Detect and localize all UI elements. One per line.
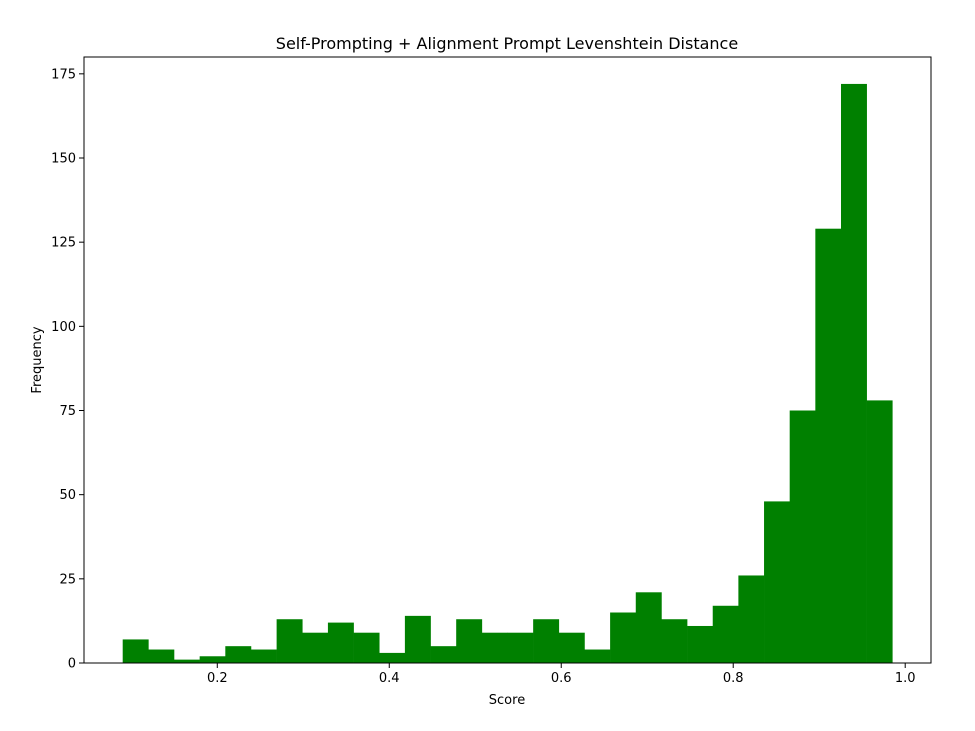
x-tick-label: 0.2 [207,671,228,686]
histogram-bar [225,646,252,663]
histogram-bar [481,632,508,663]
histogram-bar [456,619,483,663]
histogram-bar [430,646,457,663]
histogram-bar [250,649,277,663]
histogram-bar [815,228,842,663]
histogram-bar [533,619,560,663]
histogram-bar [379,652,406,663]
histogram-bar [661,619,688,663]
histogram-bar [687,625,714,663]
histogram-bar [302,632,329,663]
y-tick-label: 50 [59,488,76,503]
histogram-bar [276,619,303,663]
chart-title: Self-Prompting + Alignment Prompt Levens… [276,34,738,53]
y-tick-label: 125 [51,236,76,251]
y-tick-label: 175 [51,67,76,82]
y-axis-label: Frequency [30,326,45,393]
histogram-bar [866,400,893,663]
bars-group [122,83,893,664]
x-tick-label: 1.0 [895,671,916,686]
x-axis-label: Score [489,693,525,708]
y-tick-label: 75 [59,404,76,419]
x-tick-label: 0.8 [723,671,744,686]
histogram-bar [738,575,765,663]
histogram-bar [174,659,200,663]
x-tick-label: 0.6 [551,671,572,686]
histogram-bar [122,639,149,663]
histogram-bar [610,612,637,663]
histogram-bar [584,649,611,663]
histogram-bar [789,410,816,663]
histogram-bar [404,615,431,663]
histogram-bar [507,632,534,663]
x-tick-label: 0.4 [379,671,400,686]
histogram-bar [841,83,867,664]
histogram-bar [353,632,380,663]
y-tick-label: 100 [51,320,76,335]
histogram-bar [764,501,790,663]
histogram-bar [558,632,585,663]
x-axis: 0.2 0.4 0.6 0.8 1.0 [207,663,916,686]
y-tick-label: 25 [59,572,76,587]
histogram-bar [327,622,354,663]
histogram-bar [712,605,739,663]
plot-frame [83,56,932,664]
histogram-bar [148,649,175,663]
histogram-bar [199,656,226,663]
y-tick-label: 150 [51,152,76,167]
histogram-bar [635,592,662,663]
y-axis: 0 25 50 75 100 125 150 175 [51,67,84,672]
y-tick-label: 0 [68,657,76,672]
